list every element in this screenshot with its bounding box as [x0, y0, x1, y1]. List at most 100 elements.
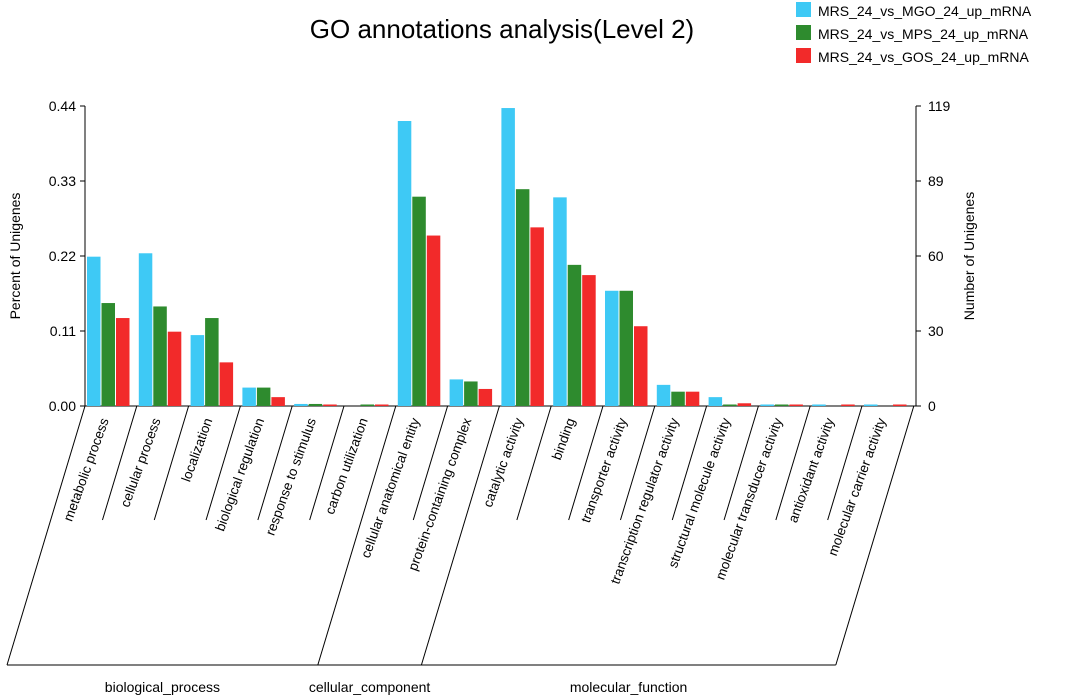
group-label-molecular-function: molecular_function [570, 679, 688, 695]
bar-gos [893, 404, 907, 406]
category-divider [671, 405, 708, 521]
bar-gos [685, 391, 700, 406]
left-tick-label: 0.44 [49, 98, 76, 114]
category-label: molecular carrier activity [825, 416, 889, 558]
bar-mps [153, 306, 167, 406]
left-tick-label: 0.33 [49, 173, 76, 189]
bar-mps [723, 404, 737, 406]
bar-mps [515, 189, 530, 406]
group-label-biological-process: biological_process [105, 679, 220, 695]
bar-mps [774, 404, 789, 406]
group-label-cellular-component: cellular_component [309, 679, 431, 695]
bar-mps [205, 318, 219, 406]
right-axis-ticks: 0 30 60 89 119 [916, 98, 951, 414]
bar-mps [360, 404, 374, 406]
bar-gos [789, 404, 803, 406]
bar-gos [271, 397, 285, 406]
bar-mgo [864, 404, 878, 406]
bar-mps [308, 403, 323, 406]
bar-mgo [87, 256, 101, 406]
left-axis-ticks: 0.00 0.11 0.22 0.33 0.44 [49, 98, 85, 414]
bar-gos [530, 227, 544, 406]
bar-mgo [656, 384, 671, 406]
legend-swatch-mps [796, 25, 811, 40]
category-divider [257, 405, 293, 521]
category-label: carbon utilization [322, 416, 371, 516]
bar-mgo [708, 397, 723, 406]
chart-title: GO annotations analysis(Level 2) [310, 14, 694, 44]
category-label: binding [549, 416, 578, 462]
bar-gos [323, 404, 337, 406]
category-label: catalytic activity [480, 416, 526, 509]
category-divider [309, 405, 345, 521]
bar-mps [671, 391, 685, 406]
left-tick-label: 0.11 [50, 323, 76, 339]
bar-gos [375, 404, 389, 406]
right-tick-label: 60 [928, 248, 944, 264]
category-label: cellular process [117, 416, 163, 509]
legend-label-mps: MRS_24_vs_MPS_24_up_mRNA [818, 26, 1029, 42]
left-tick-label: 0.00 [49, 398, 76, 414]
legend-label-gos: MRS_24_vs_GOS_24_up_mRNA [818, 49, 1030, 65]
category-divider [205, 405, 241, 521]
category-divider [835, 405, 915, 666]
category-label: antioxidant activity [785, 416, 837, 525]
category-divider [153, 405, 190, 521]
bar-mgo [501, 108, 515, 406]
bar-gos [219, 362, 234, 406]
bar-mgo [190, 335, 205, 406]
category-label: transporter activity [578, 416, 630, 525]
bar-gos [841, 404, 855, 406]
category-frame [6, 405, 915, 666]
category-divider [775, 405, 811, 521]
category-divider [420, 405, 500, 666]
category-divider [723, 405, 759, 521]
category-label: metabolic process [61, 416, 112, 524]
bar-mgo [760, 404, 774, 406]
bar-mgo [138, 253, 153, 406]
group-labels: biological_process cellular_component mole… [105, 679, 688, 695]
right-tick-label: 89 [928, 173, 944, 189]
category-label: localization [178, 416, 215, 484]
bar-area [87, 108, 907, 406]
legend-swatch-gos [796, 48, 811, 63]
category-divider [317, 405, 397, 666]
bar-mgo [812, 404, 826, 406]
category-divider [516, 405, 552, 521]
category-divider [619, 405, 656, 521]
category-divider [827, 405, 863, 521]
bar-mps [464, 381, 478, 406]
bar-gos [582, 275, 596, 406]
bar-mgo [605, 290, 619, 406]
category-divider [568, 405, 604, 521]
left-axis-title: Percent of Unigenes [7, 193, 23, 320]
bar-gos [478, 388, 493, 406]
right-tick-label: 0 [928, 398, 936, 414]
bar-mgo [242, 387, 256, 406]
bar-mgo [294, 403, 308, 406]
right-axis-title: Number of Unigenes [961, 192, 977, 320]
bar-mps [101, 303, 115, 406]
legend: MRS_24_vs_MGO_24_up_mRNA MRS_24_vs_MPS_2… [796, 2, 1032, 65]
bar-gos [426, 235, 441, 406]
bar-mgo [397, 121, 412, 406]
bar-mps [619, 290, 633, 406]
bar-gos [737, 403, 752, 406]
bar-gos [167, 331, 182, 406]
category-divider [6, 405, 86, 666]
category-divider [101, 405, 138, 521]
category-labels: metabolic process cellular process localiz… [61, 416, 889, 586]
bar-gos [634, 326, 648, 406]
left-tick-label: 0.22 [49, 248, 76, 264]
bar-gos [116, 318, 130, 406]
bar-mgo [553, 197, 567, 406]
legend-swatch-mgo [796, 2, 811, 17]
bar-mps [567, 264, 582, 406]
bar-mgo [449, 379, 464, 406]
right-tick-label: 119 [928, 98, 951, 114]
bar-mps [256, 387, 271, 406]
bar-mps [412, 196, 426, 406]
right-tick-label: 30 [928, 323, 944, 339]
legend-label-mgo: MRS_24_vs_MGO_24_up_mRNA [818, 3, 1032, 19]
